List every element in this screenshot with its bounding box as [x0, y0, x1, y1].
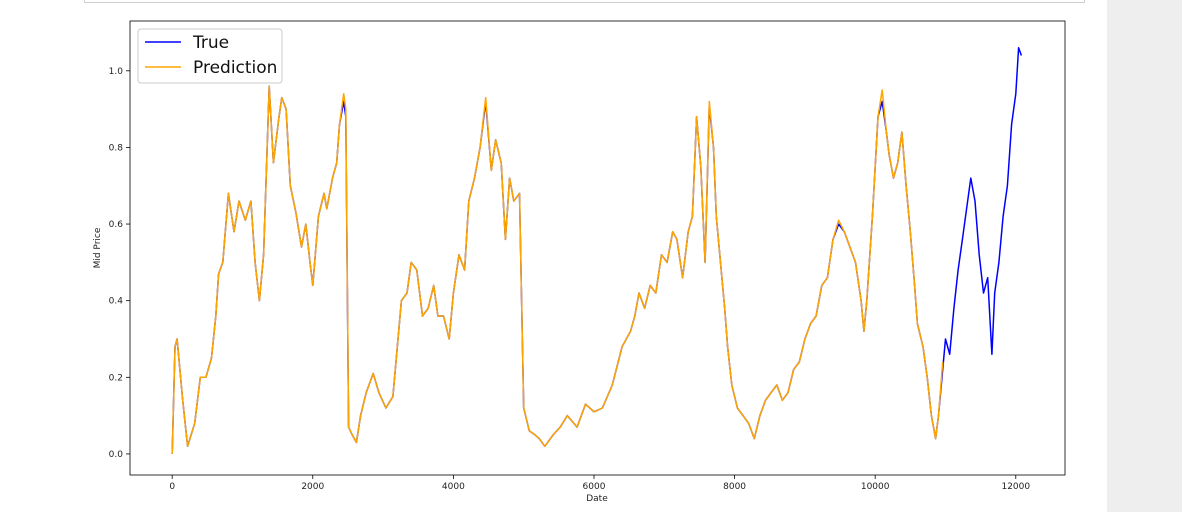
legend-label-true: True [192, 33, 229, 53]
x-axis-label: Date [586, 494, 608, 504]
x-tick-label: 8000 [723, 482, 746, 492]
x-tick-label: 2000 [301, 482, 324, 492]
x-tick-label: 12000 [1001, 482, 1030, 492]
y-tick-label: 1.0 [109, 67, 124, 77]
y-tick-label: 0.0 [109, 450, 124, 460]
x-axis-ticks: 0 2000 4000 6000 8000 10000 12000 [169, 475, 1030, 492]
y-tick-label: 0.2 [109, 373, 123, 383]
notebook-cell-border [84, 0, 1085, 3]
x-tick-label: 4000 [442, 482, 465, 492]
y-tick-label: 0.8 [109, 143, 124, 153]
y-tick-label: 0.6 [109, 220, 124, 230]
side-panel [1107, 0, 1182, 512]
y-axis-ticks: 0.0 0.2 0.4 0.6 0.8 1.0 [109, 67, 130, 460]
series-lines [171, 47, 1023, 454]
y-axis-label: Mid Price [93, 227, 103, 268]
x-tick-label: 6000 [583, 482, 606, 492]
plot-area [129, 20, 1066, 476]
x-tick-label: 0 [169, 482, 175, 492]
legend: True Prediction [137, 28, 283, 84]
legend-label-prediction: Prediction [193, 58, 277, 78]
y-tick-label: 0.4 [109, 297, 124, 307]
x-tick-label: 10000 [861, 482, 890, 492]
series-line-prediction [171, 85, 944, 454]
